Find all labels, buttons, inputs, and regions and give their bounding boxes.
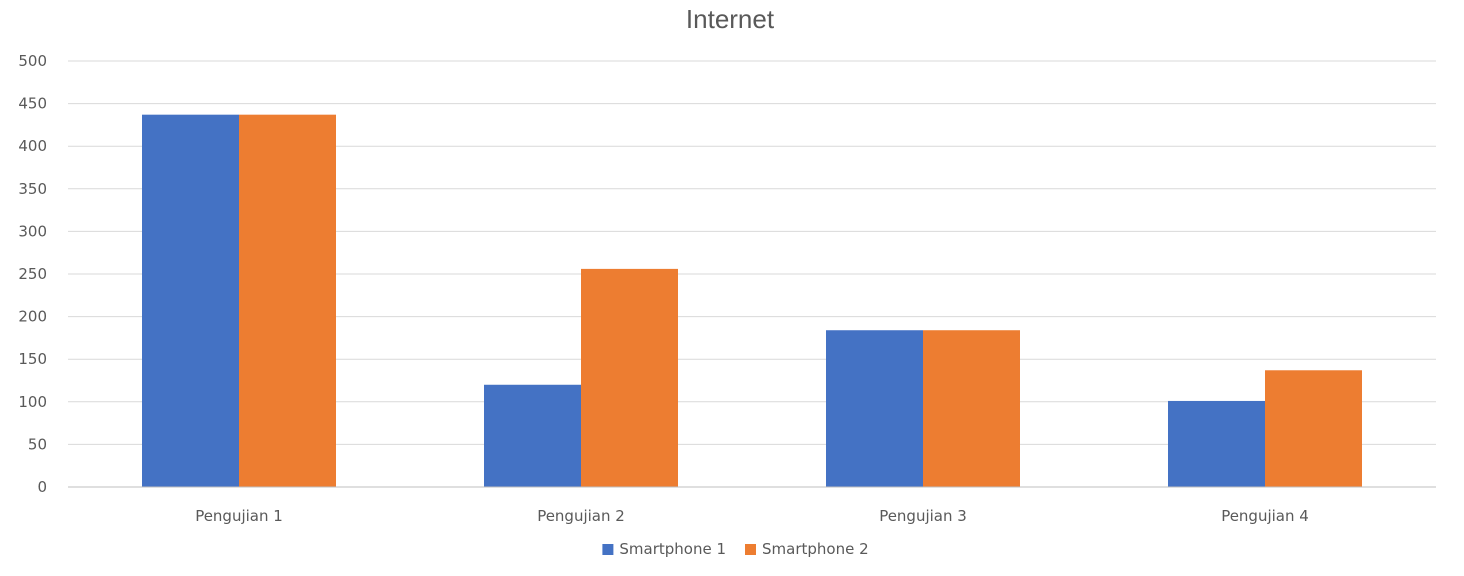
y-tick-label: 300 bbox=[18, 222, 47, 240]
bar bbox=[1265, 370, 1362, 487]
chart-title: Internet bbox=[686, 4, 775, 34]
y-tick-label: 500 bbox=[18, 52, 47, 70]
bar bbox=[1168, 400, 1265, 487]
bar bbox=[239, 114, 336, 488]
x-axis-category-labels: Pengujian 1 Pengujian 2 Pengujian 3 Penguji… bbox=[195, 507, 1309, 525]
legend-label: Smartphone 1 bbox=[619, 540, 726, 558]
bars bbox=[142, 114, 1362, 488]
legend-swatch bbox=[745, 544, 756, 555]
bar bbox=[581, 268, 678, 487]
y-tick-label: 50 bbox=[28, 435, 47, 453]
y-tick-label: 200 bbox=[18, 308, 47, 326]
bar bbox=[142, 114, 239, 488]
bar bbox=[826, 330, 923, 487]
y-tick-label: 450 bbox=[18, 95, 47, 113]
bar bbox=[923, 330, 1020, 487]
x-category-label: Pengujian 1 bbox=[195, 507, 283, 525]
y-axis-tick-labels: 0 50 100 150 200 250 300 350 400 450 500 bbox=[18, 52, 47, 496]
x-category-label: Pengujian 3 bbox=[879, 507, 967, 525]
y-tick-label: 250 bbox=[18, 265, 47, 283]
y-tick-label: 400 bbox=[18, 137, 47, 155]
y-tick-label: 100 bbox=[18, 393, 47, 411]
bar bbox=[484, 384, 581, 487]
x-category-label: Pengujian 2 bbox=[537, 507, 625, 525]
legend-swatch bbox=[602, 544, 614, 555]
legend: Smartphone 1 Smartphone 2 bbox=[602, 540, 869, 558]
y-tick-label: 150 bbox=[18, 350, 47, 368]
legend-label: Smartphone 2 bbox=[762, 540, 869, 558]
y-tick-label: 0 bbox=[37, 478, 47, 496]
y-tick-label: 350 bbox=[18, 180, 47, 198]
x-category-label: Pengujian 4 bbox=[1221, 507, 1309, 525]
